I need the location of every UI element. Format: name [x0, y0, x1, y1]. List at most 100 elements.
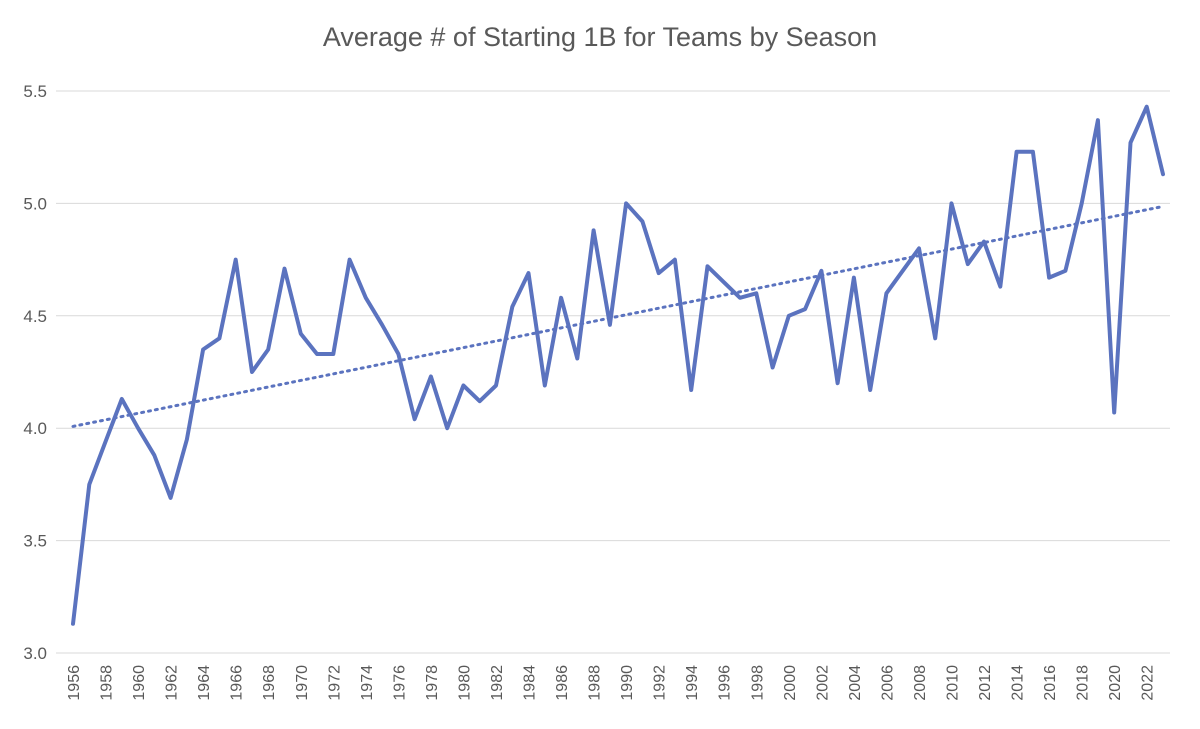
data-point: [608, 323, 612, 327]
data-point: [217, 336, 221, 340]
x-tick-label: 2022: [1140, 665, 1157, 701]
data-point: [413, 417, 417, 421]
x-tick-label: 1968: [261, 665, 278, 701]
data-point: [836, 381, 840, 385]
data-point: [1031, 150, 1035, 154]
x-tick-label: 2002: [814, 665, 831, 701]
data-point: [543, 383, 547, 387]
data-point: [299, 332, 303, 336]
series-line: [71, 104, 1165, 626]
x-tick-label: 1980: [456, 665, 473, 701]
x-tick-label: 1962: [164, 665, 181, 701]
x-tick-label: 1956: [66, 665, 83, 701]
data-point: [250, 370, 254, 374]
x-tick-label: 1988: [587, 665, 604, 701]
data-point: [754, 291, 758, 295]
data-point: [738, 296, 742, 300]
x-tick-label: 1958: [99, 665, 116, 701]
data-point: [201, 348, 205, 352]
data-point: [787, 314, 791, 318]
data-point: [152, 453, 156, 457]
data-point: [185, 437, 189, 441]
chart-title: Average # of Starting 1B for Teams by Se…: [322, 22, 878, 52]
data-point: [901, 269, 905, 273]
data-point: [315, 352, 319, 356]
data-point: [933, 336, 937, 340]
x-tick-label: 2016: [1042, 665, 1059, 701]
x-tick-label: 1966: [229, 665, 246, 701]
x-tick-label: 1976: [391, 665, 408, 701]
x-tick-label: 1964: [196, 665, 213, 701]
data-point: [950, 201, 954, 205]
data-point: [1080, 201, 1084, 205]
data-point: [917, 246, 921, 250]
x-tick-label: 1996: [717, 665, 734, 701]
data-point: [771, 366, 775, 370]
data-point: [998, 285, 1002, 289]
data-point: [1161, 172, 1165, 176]
x-tick-label: 2004: [847, 665, 864, 701]
x-tick-label: 1974: [359, 665, 376, 701]
x-tick-label: 1970: [294, 665, 311, 701]
x-tick-label: 1972: [326, 665, 343, 701]
data-point: [966, 262, 970, 266]
data-point: [819, 269, 823, 273]
data-point: [1128, 141, 1132, 145]
data-point: [87, 482, 91, 486]
data-point: [120, 397, 124, 401]
data-point: [396, 352, 400, 356]
data-point: [624, 201, 628, 205]
data-point: [234, 258, 238, 262]
data-point: [803, 307, 807, 311]
data-point: [592, 228, 596, 232]
x-tick-label: 1982: [489, 665, 506, 701]
data-point: [136, 426, 140, 430]
data-point: [331, 352, 335, 356]
data-point: [104, 440, 108, 444]
x-tick-label: 2012: [977, 665, 994, 701]
data-point: [884, 291, 888, 295]
x-tick-label: 1992: [652, 665, 669, 701]
data-point: [510, 305, 514, 309]
x-tick-label: 2008: [912, 665, 929, 701]
data-point: [71, 622, 75, 626]
y-tick-label: 3.5: [23, 532, 47, 551]
x-tick-label: 1994: [684, 665, 701, 701]
data-point: [429, 374, 433, 378]
data-point: [478, 399, 482, 403]
data-point: [282, 267, 286, 271]
trendline: [71, 204, 1165, 428]
x-tick-label: 1986: [554, 665, 571, 701]
data-point: [559, 296, 563, 300]
x-tick-label: 1990: [619, 665, 636, 701]
y-tick-label: 5.0: [23, 194, 47, 213]
data-point: [722, 280, 726, 284]
data-point: [1047, 276, 1051, 280]
x-tick-label: 2018: [1075, 665, 1092, 701]
data-point: [982, 240, 986, 244]
data-point: [657, 271, 661, 275]
data-point: [1063, 269, 1067, 273]
data-point: [1112, 410, 1116, 414]
data-point: [380, 323, 384, 327]
data-point: [266, 348, 270, 352]
data-point: [640, 219, 644, 223]
data-point: [169, 496, 173, 500]
x-tick-label: 2006: [879, 665, 896, 701]
x-tick-label: 1998: [749, 665, 766, 701]
y-tick-label: 4.5: [23, 307, 47, 326]
x-tick-label: 2000: [782, 665, 799, 701]
data-point: [705, 264, 709, 268]
y-tick-label: 4.0: [23, 419, 47, 438]
data-point: [868, 388, 872, 392]
x-tick-label: 1978: [424, 665, 441, 701]
data-point: [689, 388, 693, 392]
x-tick-label: 1984: [522, 665, 539, 701]
data-point: [348, 258, 352, 262]
y-tick-label: 3.0: [23, 644, 47, 663]
x-tick-label: 2010: [945, 665, 962, 701]
data-point: [461, 383, 465, 387]
data-point: [494, 383, 498, 387]
